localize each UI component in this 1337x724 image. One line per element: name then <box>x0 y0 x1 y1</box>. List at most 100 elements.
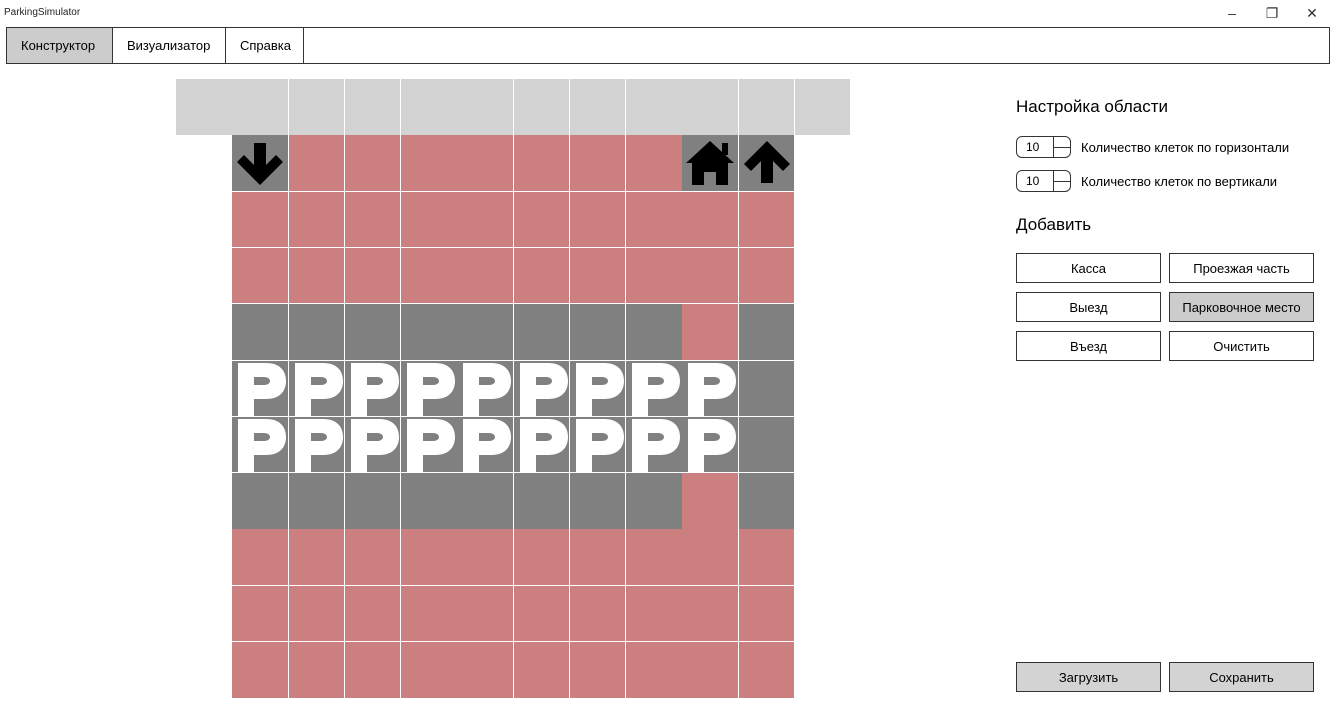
grid-cell-roadway[interactable] <box>288 642 344 698</box>
grid-cell-roadway[interactable] <box>682 304 738 360</box>
grid-cell-gray[interactable] <box>738 135 794 191</box>
grid-cell-roadway[interactable] <box>344 191 401 248</box>
roadway-button[interactable]: Проезжая часть <box>1169 253 1314 283</box>
grid-cell-gray[interactable] <box>569 473 626 529</box>
vertical-cells-stepper[interactable]: 10 <box>1016 170 1071 192</box>
grid-header-cell[interactable] <box>176 79 232 135</box>
grid-cell-gray[interactable] <box>232 135 288 191</box>
grid-cell-roadway[interactable] <box>401 585 457 642</box>
grid-cell-roadway[interactable] <box>682 529 738 585</box>
vertical-cells-value[interactable]: 10 <box>1026 174 1040 188</box>
grid-cell-roadway[interactable] <box>457 135 513 191</box>
grid-cell-gray[interactable] <box>738 473 794 529</box>
grid-cell-roadway[interactable] <box>344 585 401 642</box>
grid-cell-roadway[interactable] <box>569 191 626 248</box>
grid-cell-roadway[interactable] <box>738 642 794 698</box>
grid-cell-gray[interactable] <box>513 304 569 360</box>
grid-cell-gray[interactable] <box>569 416 626 473</box>
grid-cell-roadway[interactable] <box>738 247 794 304</box>
grid-cell-roadway[interactable] <box>682 191 738 248</box>
grid-cell-gray[interactable] <box>738 304 794 360</box>
grid-cell-gray[interactable] <box>626 473 682 529</box>
grid-cell-gray[interactable] <box>457 416 513 473</box>
grid-cell-roadway[interactable] <box>457 642 513 698</box>
grid-cell-gray[interactable] <box>626 304 682 360</box>
grid-cell-gray[interactable] <box>682 135 738 191</box>
grid-cell-gray[interactable] <box>457 360 513 417</box>
grid-cell-roadway[interactable] <box>738 191 794 248</box>
close-icon[interactable]: ✕ <box>1306 4 1318 21</box>
grid-cell-gray[interactable] <box>232 416 288 473</box>
grid-cell-gray[interactable] <box>682 416 738 473</box>
grid-cell-gray[interactable] <box>513 473 569 529</box>
grid-cell-gray[interactable] <box>401 473 457 529</box>
grid-cell-roadway[interactable] <box>569 135 626 191</box>
grid-cell-roadway[interactable] <box>401 529 457 585</box>
horizontal-cells-value[interactable]: 10 <box>1026 140 1040 154</box>
tab-help[interactable]: Справка <box>226 28 304 63</box>
grid-cell-roadway[interactable] <box>738 585 794 642</box>
clear-button[interactable]: Очистить <box>1169 331 1314 361</box>
minimize-icon[interactable]: – <box>1228 5 1236 21</box>
grid-cell-roadway[interactable] <box>626 135 682 191</box>
grid-cell-gray[interactable] <box>682 360 738 417</box>
grid-cell-gray[interactable] <box>569 360 626 417</box>
grid-cell-roadway[interactable] <box>457 585 513 642</box>
grid-cell-roadway[interactable] <box>513 642 569 698</box>
grid-cell-roadway[interactable] <box>569 247 626 304</box>
grid-cell-roadway[interactable] <box>626 247 682 304</box>
grid-cell-gray[interactable] <box>344 416 401 473</box>
grid-cell-gray[interactable] <box>457 304 513 360</box>
grid-cell-roadway[interactable] <box>513 247 569 304</box>
grid-cell-roadway[interactable] <box>232 247 288 304</box>
grid-cell-roadway[interactable] <box>626 529 682 585</box>
grid-header-cell[interactable] <box>569 79 626 135</box>
save-button[interactable]: Сохранить <box>1169 662 1314 692</box>
grid-cell-gray[interactable] <box>569 304 626 360</box>
load-button[interactable]: Загрузить <box>1016 662 1161 692</box>
parking-spot-button[interactable]: Парковочное место <box>1169 292 1314 322</box>
grid-cell-roadway[interactable] <box>288 135 344 191</box>
restore-icon[interactable]: ❐ <box>1265 4 1279 21</box>
grid-cell-roadway[interactable] <box>569 642 626 698</box>
grid-header-cell[interactable] <box>288 79 344 135</box>
grid-header-cell[interactable] <box>232 79 288 135</box>
grid-cell-roadway[interactable] <box>401 642 457 698</box>
grid-header-cell[interactable] <box>626 79 682 135</box>
grid-header-cell[interactable] <box>794 79 851 135</box>
grid-cell-roadway[interactable] <box>513 191 569 248</box>
tab-constructor[interactable]: Конструктор <box>7 28 113 63</box>
grid-cell-roadway[interactable] <box>401 135 457 191</box>
grid-cell-gray[interactable] <box>738 416 794 473</box>
grid-cell-roadway[interactable] <box>457 191 513 248</box>
grid-cell-gray[interactable] <box>232 473 288 529</box>
grid-cell-roadway[interactable] <box>344 529 401 585</box>
grid-cell-gray[interactable] <box>401 304 457 360</box>
grid-cell-gray[interactable] <box>288 416 344 473</box>
grid-cell-gray[interactable] <box>344 473 401 529</box>
grid-cell-roadway[interactable] <box>288 247 344 304</box>
grid-cell-roadway[interactable] <box>232 529 288 585</box>
grid-cell-gray[interactable] <box>626 360 682 417</box>
grid-cell-roadway[interactable] <box>288 529 344 585</box>
grid-cell-roadway[interactable] <box>232 191 288 248</box>
grid-cell-roadway[interactable] <box>457 247 513 304</box>
grid-cell-roadway[interactable] <box>344 135 401 191</box>
grid-cell-gray[interactable] <box>288 473 344 529</box>
grid-cell-roadway[interactable] <box>682 247 738 304</box>
grid-cell-gray[interactable] <box>344 304 401 360</box>
grid-cell-roadway[interactable] <box>513 585 569 642</box>
grid-header-cell[interactable] <box>682 79 738 135</box>
grid-cell-roadway[interactable] <box>232 642 288 698</box>
grid-cell-roadway[interactable] <box>288 191 344 248</box>
grid-header-cell[interactable] <box>738 79 794 135</box>
grid-cell-gray[interactable] <box>401 416 457 473</box>
grid-cell-roadway[interactable] <box>569 585 626 642</box>
tab-visualizer[interactable]: Визуализатор <box>113 28 226 63</box>
grid-cell-roadway[interactable] <box>569 529 626 585</box>
grid-cell-roadway[interactable] <box>513 135 569 191</box>
cashier-button[interactable]: Касса <box>1016 253 1161 283</box>
grid-cell-roadway[interactable] <box>344 247 401 304</box>
grid-cell-gray[interactable] <box>288 360 344 417</box>
grid-cell-gray[interactable] <box>738 360 794 416</box>
